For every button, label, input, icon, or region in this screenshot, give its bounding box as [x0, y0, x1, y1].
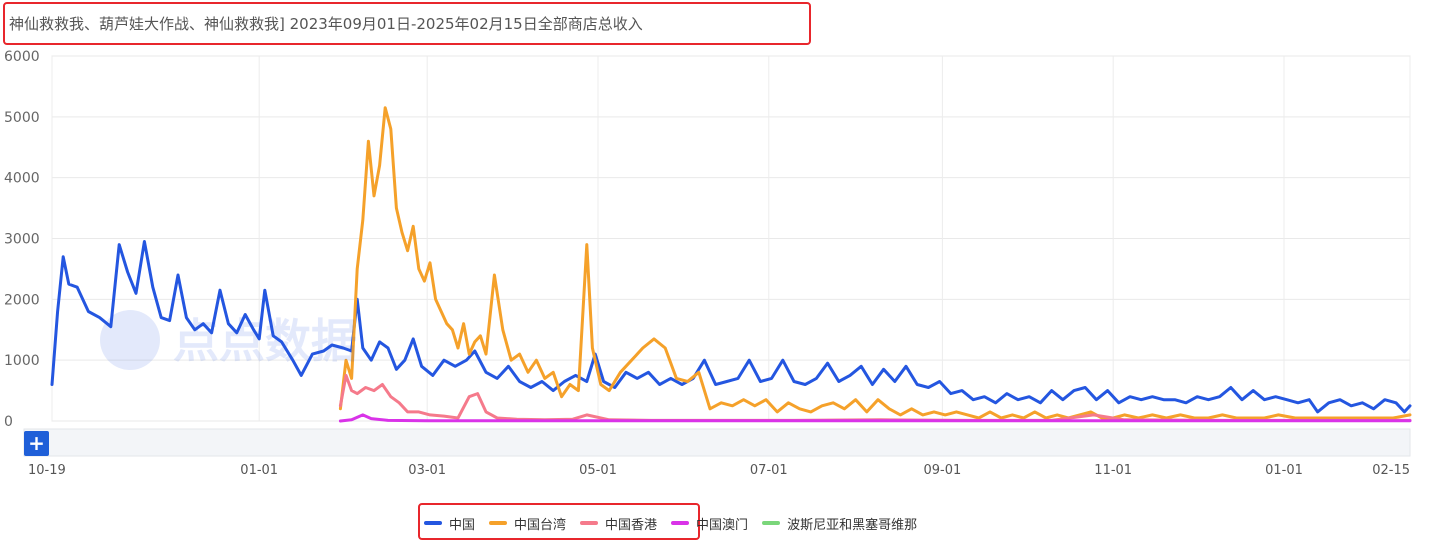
legend-label: 波斯尼亚和黑塞哥维那 — [787, 517, 918, 533]
legend-label: 中国 — [449, 517, 476, 533]
legend-swatch — [762, 521, 781, 525]
legend-item[interactable]: 中国香港 — [580, 514, 657, 533]
y-tick-label: 5000 — [4, 110, 40, 126]
y-tick-label: 1000 — [4, 353, 40, 369]
range-slider — [23, 428, 1411, 457]
series-line-3 — [338, 413, 1412, 423]
legend-label: 中国台湾 — [514, 517, 567, 533]
legend-item[interactable]: 中国澳门 — [671, 514, 748, 533]
y-tick-label: 0 — [4, 414, 13, 430]
series-line-1 — [338, 106, 1412, 420]
title-highlight-box — [3, 2, 811, 45]
y-tick-label: 4000 — [4, 171, 40, 187]
legend-item[interactable]: 中国 — [424, 514, 475, 533]
legend-swatch — [489, 521, 508, 525]
x-tick-label: 01-01 — [1265, 463, 1303, 478]
chart-title: 神仙救救我、葫芦娃大作战、神仙救救我] 2023年09月01日-2025年02月… — [9, 15, 643, 33]
legend-item[interactable]: 波斯尼亚和黑塞哥维那 — [762, 514, 917, 533]
y-tick-label: 6000 — [4, 49, 40, 65]
x-tick-label: 05-01 — [579, 463, 617, 478]
legend-swatch — [580, 521, 599, 525]
x-tick-label: 07-01 — [750, 463, 788, 478]
legend-swatch — [424, 521, 442, 525]
y-tick-label: 2000 — [4, 292, 40, 308]
y-tick-label: 3000 — [4, 232, 40, 248]
legend-highlight-box — [418, 503, 700, 540]
legend-label: 中国澳门 — [696, 517, 749, 533]
legend-swatch — [671, 521, 690, 525]
x-tick-label: 03-01 — [408, 463, 446, 478]
zoom-expand-button[interactable]: + — [24, 431, 49, 456]
legend-item[interactable]: 中国台湾 — [489, 514, 566, 533]
x-tick-label: 01-01 — [240, 463, 278, 478]
x-tick-label: 11-01 — [1094, 463, 1132, 478]
x-tick-label: 09-01 — [924, 463, 962, 478]
series-line-0 — [50, 240, 1412, 414]
legend: 中国 中国台湾 中国香港 中国澳门 波斯尼亚和黑塞哥维那 — [424, 512, 931, 534]
legend-label: 中国香港 — [605, 517, 658, 533]
x-tick-label: 02-15 — [1372, 463, 1410, 478]
x-tick-label: 10-19 — [28, 463, 66, 478]
line-chart: 0 1000 2000 3000 4000 5000 6000 10-19 01-01 03-01… — [4, 49, 1412, 478]
